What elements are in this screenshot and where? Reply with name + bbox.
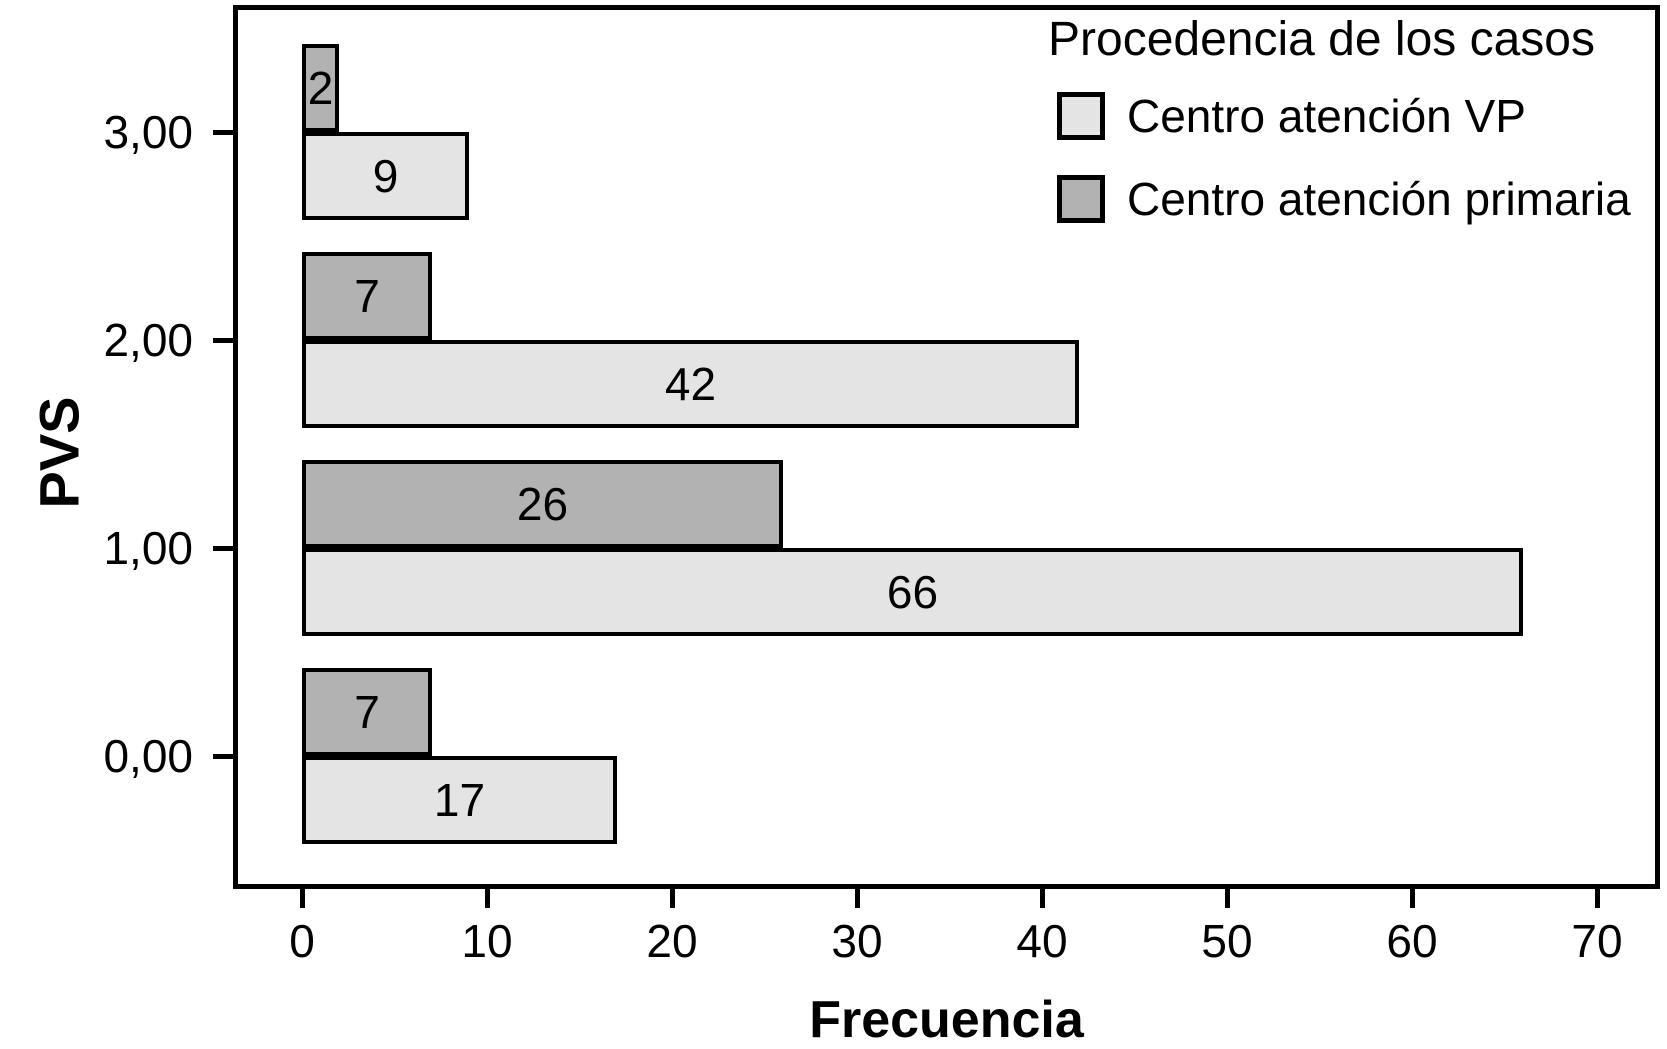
x-tick-label-20: 20 bbox=[646, 915, 698, 967]
x-tick-label-60: 60 bbox=[1386, 915, 1438, 967]
legend-swatch-primaria bbox=[1057, 175, 1105, 223]
x-tick-label-40: 40 bbox=[1016, 915, 1068, 967]
x-tick-label-70: 70 bbox=[1571, 915, 1623, 967]
y-tick-2,00 bbox=[213, 338, 234, 343]
plot-area bbox=[233, 5, 1660, 889]
legend-swatch-vp bbox=[1057, 92, 1105, 140]
y-tick-label-1,00: 1,00 bbox=[103, 522, 193, 574]
bar-vp-0,00: 17 bbox=[302, 756, 617, 844]
legend-item-vp: Centro atención VP bbox=[1057, 92, 1526, 140]
x-tick-label-50: 50 bbox=[1201, 915, 1253, 967]
y-tick-label-2,00: 2,00 bbox=[103, 314, 193, 366]
y-tick-1,00 bbox=[213, 546, 234, 551]
x-tick-30 bbox=[855, 889, 860, 908]
x-axis-title: Frecuencia bbox=[809, 991, 1084, 1049]
x-tick-label-0: 0 bbox=[289, 915, 315, 967]
bar-primaria-1,00: 26 bbox=[302, 460, 783, 548]
bar-vp-1,00: 66 bbox=[302, 548, 1523, 636]
x-tick-label-30: 30 bbox=[831, 915, 883, 967]
bar-primaria-3,00: 2 bbox=[302, 44, 339, 132]
legend-label-vp: Centro atención VP bbox=[1127, 90, 1526, 142]
x-tick-0 bbox=[300, 889, 305, 908]
y-tick-label-3,00: 3,00 bbox=[103, 106, 193, 158]
legend: Procedencia de los casos Centro atención… bbox=[1048, 13, 1648, 223]
x-tick-40 bbox=[1040, 889, 1045, 908]
bar-vp-2,00: 42 bbox=[302, 340, 1079, 428]
bar-primaria-2,00: 7 bbox=[302, 252, 432, 340]
bar-primaria-0,00: 7 bbox=[302, 668, 432, 756]
y-axis-title: PVS bbox=[27, 396, 91, 509]
bar-vp-3,00: 9 bbox=[302, 132, 469, 220]
x-tick-20 bbox=[670, 889, 675, 908]
x-tick-50 bbox=[1225, 889, 1230, 908]
y-tick-0,00 bbox=[213, 754, 234, 759]
x-tick-70 bbox=[1595, 889, 1600, 908]
y-tick-3,00 bbox=[213, 130, 234, 135]
x-tick-label-10: 10 bbox=[461, 915, 513, 967]
legend-item-primaria: Centro atención primaria bbox=[1057, 175, 1631, 223]
legend-label-primaria: Centro atención primaria bbox=[1127, 173, 1631, 225]
legend-title: Procedencia de los casos bbox=[1048, 13, 1595, 66]
x-tick-60 bbox=[1410, 889, 1415, 908]
y-tick-label-0,00: 0,00 bbox=[103, 730, 193, 782]
x-tick-10 bbox=[485, 889, 490, 908]
